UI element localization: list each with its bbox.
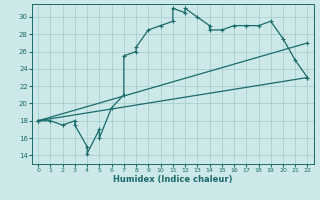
X-axis label: Humidex (Indice chaleur): Humidex (Indice chaleur) (113, 175, 233, 184)
